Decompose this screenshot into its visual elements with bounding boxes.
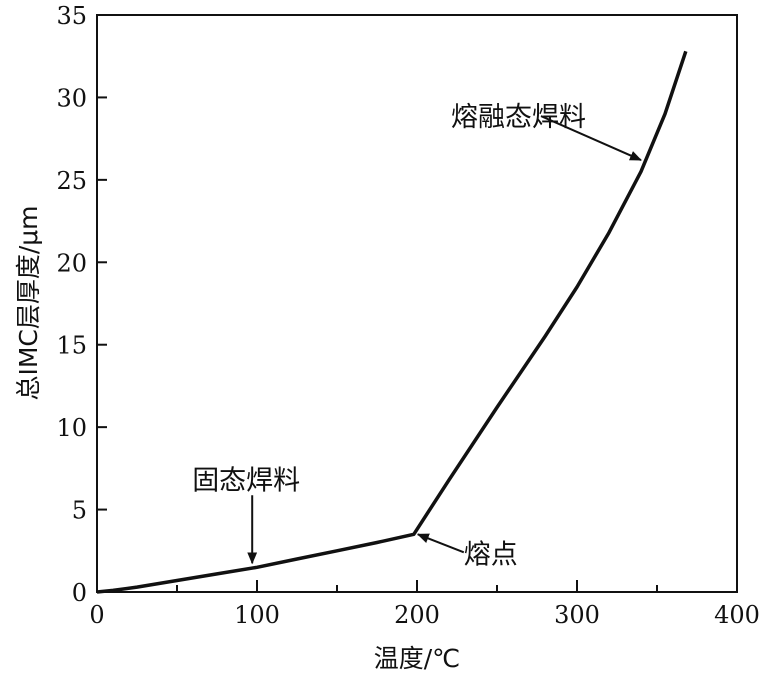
y-tick-label: 30 [56,84,87,112]
y-tick-label: 35 [56,2,87,30]
annotation-solid-solder: 固态焊料 [192,465,300,496]
y-tick-label: 0 [72,579,87,607]
y-tick-label: 15 [56,332,87,360]
y-tick-label: 10 [56,414,87,442]
x-tick-label: 300 [554,601,600,629]
x-tick-label: 0 [89,601,104,629]
annotation-molten-solder: 熔融态焊料 [451,102,586,133]
x-axis-title: 温度/℃ [374,644,461,673]
y-tick-label: 5 [72,497,87,525]
x-tick-label: 400 [714,601,760,629]
x-tick-label: 100 [234,601,280,629]
y-tick-label: 25 [56,167,87,195]
annotation-arrow-melting-point [416,533,465,554]
plot-frame [96,14,738,593]
y-tick-label: 20 [56,249,87,277]
y-axis-title: 总IMC层厚度/μm [14,205,43,400]
data-series [96,50,688,594]
imc-thickness-curve [96,50,688,594]
axis-ticks [96,14,738,593]
annotation-melting-point: 熔点 [464,539,518,570]
axis-tick-labels: 0 100 200 300 400 0 5 10 15 20 25 30 35 [56,2,759,629]
annotation-arrow-molten-solder [540,115,642,161]
x-tick-label: 200 [394,601,440,629]
